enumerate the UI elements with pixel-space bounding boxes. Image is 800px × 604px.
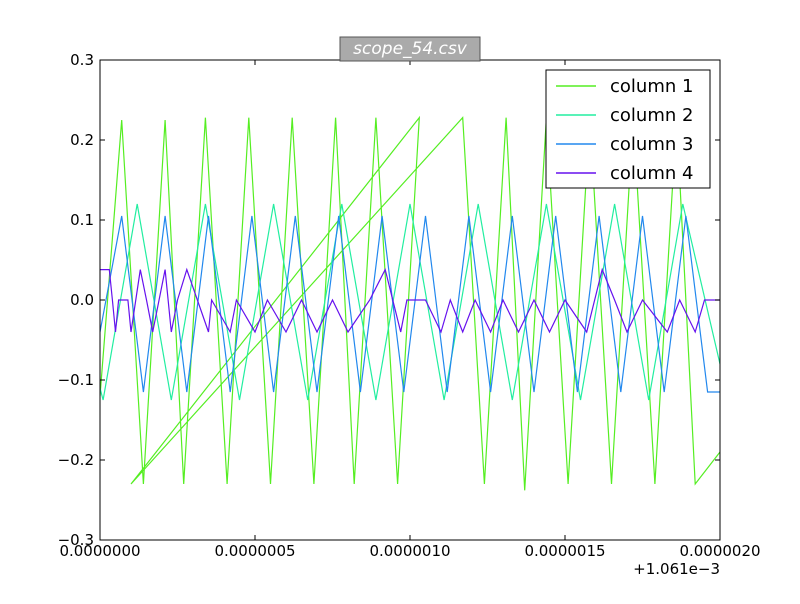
legend-label-column-3: column 3 [610, 134, 693, 155]
x-tick-label: 0.0000010 [369, 542, 450, 560]
chart-title: scope_54.csv [353, 39, 468, 59]
y-tick-label: 0.3 [70, 51, 94, 69]
series-line-column-4 [100, 267, 720, 334]
x-tick-label: 0.0000000 [59, 542, 140, 560]
y-tick-label: 0.0 [70, 291, 94, 309]
x-tick-label: 0.0000020 [679, 542, 760, 560]
legend: column 1 column 2 column 3 column 4 [545, 69, 711, 189]
ticks-layer: 0.0000000 0.0000005 0.0000010 0.0000015 0.00… [58, 51, 761, 560]
legend-label-column-4: column 4 [610, 163, 693, 184]
x-axis-offset-label: +1.061e−3 [633, 560, 720, 578]
y-tick-label: −0.2 [58, 451, 94, 469]
legend-label-column-2: column 2 [610, 105, 693, 126]
legend-label-column-1: column 1 [610, 76, 693, 97]
y-tick-label: 0.1 [70, 211, 94, 229]
y-tick-label: 0.2 [70, 131, 94, 149]
x-tick-label: 0.0000015 [524, 542, 605, 560]
series-layer [100, 115, 720, 491]
legend-box [545, 69, 711, 189]
series-line-column-3 [100, 215, 720, 393]
chart-title-box: scope_54.csv [339, 36, 481, 62]
y-tick-label: −0.3 [58, 531, 94, 549]
series-line-column-1 [100, 115, 720, 491]
y-tick-label: −0.1 [58, 371, 94, 389]
x-tick-label: 0.0000005 [214, 542, 295, 560]
chart-title-background [339, 36, 481, 62]
